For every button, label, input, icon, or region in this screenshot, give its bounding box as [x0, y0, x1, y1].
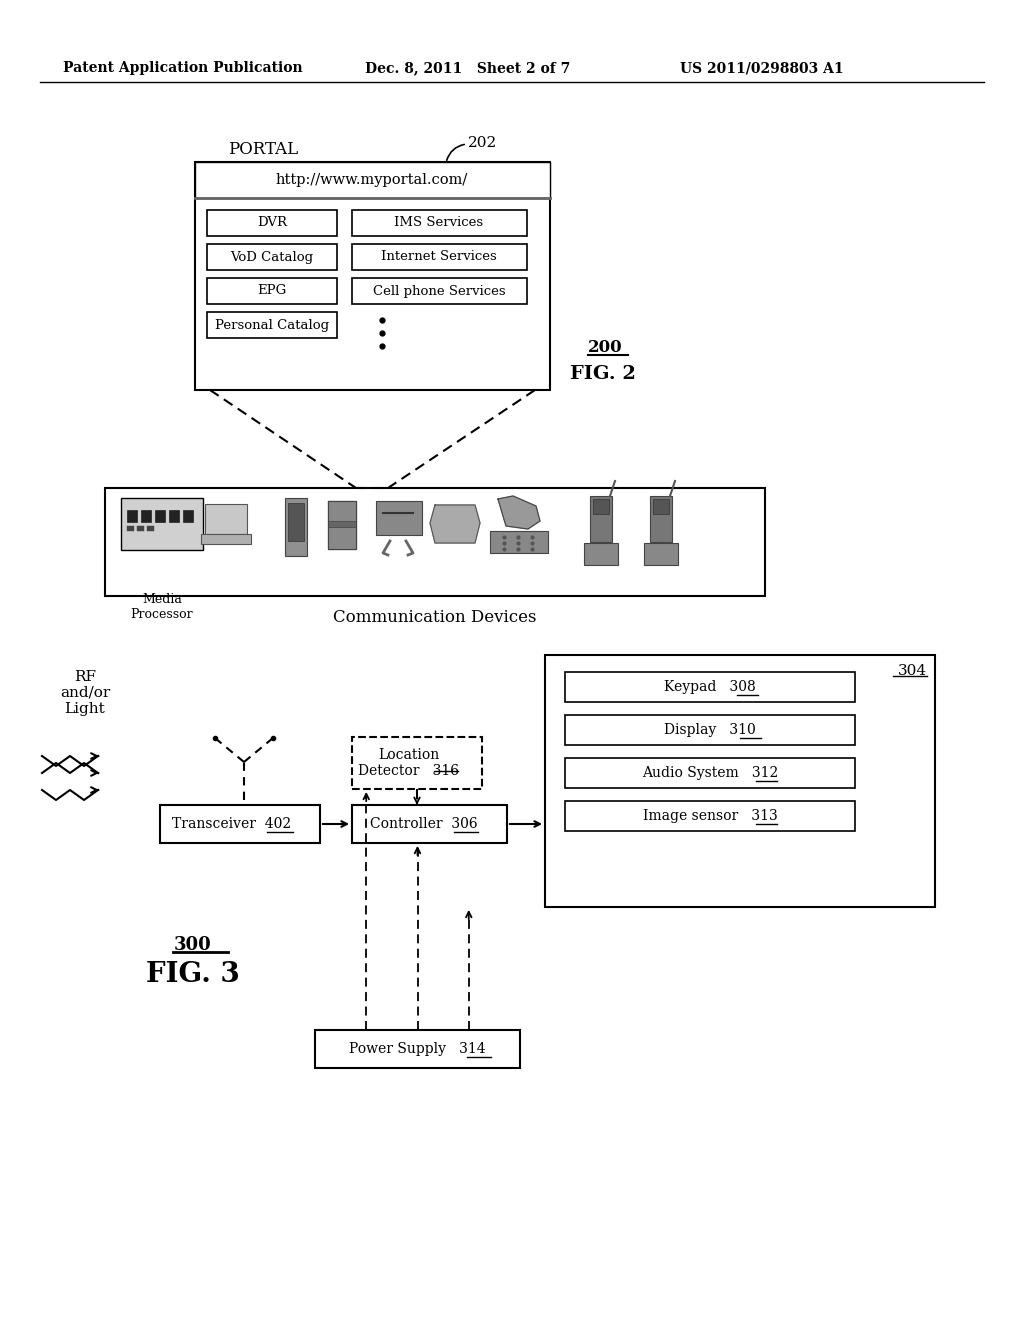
- FancyBboxPatch shape: [195, 162, 550, 198]
- FancyBboxPatch shape: [590, 496, 612, 543]
- Text: Personal Catalog: Personal Catalog: [215, 318, 329, 331]
- FancyBboxPatch shape: [141, 510, 151, 521]
- Text: RF
and/or
Light: RF and/or Light: [59, 669, 111, 717]
- Text: US 2011/0298803 A1: US 2011/0298803 A1: [680, 61, 844, 75]
- FancyBboxPatch shape: [160, 805, 319, 843]
- FancyBboxPatch shape: [201, 535, 251, 544]
- FancyBboxPatch shape: [207, 210, 337, 236]
- Text: Internet Services: Internet Services: [381, 251, 497, 264]
- FancyBboxPatch shape: [147, 525, 154, 531]
- FancyBboxPatch shape: [328, 521, 356, 527]
- Text: FIG. 2: FIG. 2: [570, 366, 636, 383]
- Text: Dec. 8, 2011   Sheet 2 of 7: Dec. 8, 2011 Sheet 2 of 7: [365, 61, 570, 75]
- Text: Audio System   312: Audio System 312: [642, 766, 778, 780]
- FancyBboxPatch shape: [644, 543, 678, 565]
- Text: IMS Services: IMS Services: [394, 216, 483, 230]
- Text: Display   310: Display 310: [665, 723, 756, 737]
- FancyBboxPatch shape: [127, 525, 134, 531]
- FancyBboxPatch shape: [155, 510, 165, 521]
- Text: Patent Application Publication: Patent Application Publication: [63, 61, 303, 75]
- FancyBboxPatch shape: [352, 244, 527, 271]
- Text: Power Supply   314: Power Supply 314: [349, 1041, 485, 1056]
- Text: 202: 202: [468, 136, 498, 150]
- FancyBboxPatch shape: [352, 805, 507, 843]
- Text: http://www.myportal.com/: http://www.myportal.com/: [275, 173, 468, 187]
- Polygon shape: [430, 506, 480, 543]
- Text: Location
Detector   316: Location Detector 316: [358, 748, 460, 777]
- FancyBboxPatch shape: [545, 655, 935, 907]
- FancyBboxPatch shape: [593, 499, 609, 513]
- FancyBboxPatch shape: [207, 244, 337, 271]
- FancyBboxPatch shape: [352, 279, 527, 304]
- FancyBboxPatch shape: [195, 162, 550, 389]
- FancyBboxPatch shape: [105, 488, 765, 597]
- Text: Keypad   308: Keypad 308: [665, 680, 756, 694]
- FancyBboxPatch shape: [183, 510, 193, 521]
- Text: Media
Processor: Media Processor: [131, 593, 194, 620]
- FancyBboxPatch shape: [288, 503, 304, 541]
- FancyBboxPatch shape: [565, 801, 855, 832]
- Text: FIG. 3: FIG. 3: [146, 961, 240, 989]
- FancyBboxPatch shape: [565, 672, 855, 702]
- Text: VoD Catalog: VoD Catalog: [230, 251, 313, 264]
- Text: Cell phone Services: Cell phone Services: [373, 285, 505, 297]
- FancyBboxPatch shape: [584, 543, 618, 565]
- FancyBboxPatch shape: [490, 531, 548, 553]
- Text: Communication Devices: Communication Devices: [333, 610, 537, 627]
- FancyBboxPatch shape: [352, 737, 482, 789]
- Polygon shape: [498, 496, 540, 529]
- Text: DVR: DVR: [257, 216, 287, 230]
- Text: 304: 304: [898, 664, 927, 678]
- FancyBboxPatch shape: [565, 758, 855, 788]
- Polygon shape: [328, 502, 356, 549]
- Text: Image sensor   313: Image sensor 313: [643, 809, 777, 822]
- FancyBboxPatch shape: [207, 312, 337, 338]
- Text: 300: 300: [174, 936, 212, 954]
- Text: Transceiver  402: Transceiver 402: [172, 817, 292, 832]
- FancyBboxPatch shape: [653, 499, 669, 513]
- FancyBboxPatch shape: [121, 498, 203, 550]
- FancyBboxPatch shape: [376, 502, 422, 535]
- FancyBboxPatch shape: [169, 510, 179, 521]
- FancyBboxPatch shape: [137, 525, 144, 531]
- Text: PORTAL: PORTAL: [228, 141, 298, 158]
- Text: EPG: EPG: [257, 285, 287, 297]
- FancyBboxPatch shape: [565, 715, 855, 744]
- FancyBboxPatch shape: [127, 510, 137, 521]
- Text: Controller  306: Controller 306: [371, 817, 478, 832]
- FancyBboxPatch shape: [315, 1030, 520, 1068]
- FancyBboxPatch shape: [352, 210, 527, 236]
- FancyBboxPatch shape: [207, 279, 337, 304]
- FancyBboxPatch shape: [650, 496, 672, 543]
- FancyBboxPatch shape: [285, 498, 307, 556]
- Text: 200: 200: [588, 339, 623, 356]
- FancyBboxPatch shape: [205, 504, 247, 535]
